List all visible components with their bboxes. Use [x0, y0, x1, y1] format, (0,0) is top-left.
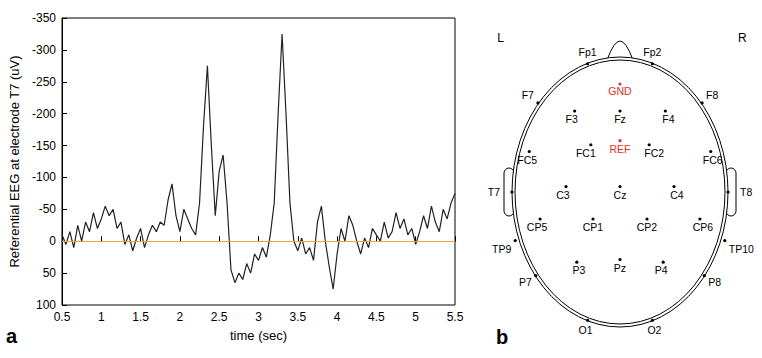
svg-text:-200: -200 — [32, 107, 56, 121]
svg-text:P4: P4 — [655, 264, 668, 276]
svg-text:O2: O2 — [647, 324, 661, 336]
svg-text:P3: P3 — [572, 264, 585, 276]
svg-text:2: 2 — [177, 310, 184, 324]
svg-text:F8: F8 — [706, 89, 718, 101]
svg-text:FC1: FC1 — [576, 147, 596, 159]
svg-text:TP9: TP9 — [492, 243, 511, 255]
svg-text:CP6: CP6 — [693, 221, 714, 233]
svg-text:-350: -350 — [32, 11, 56, 25]
svg-text:5.5: 5.5 — [447, 310, 464, 324]
svg-text:CP1: CP1 — [583, 221, 604, 233]
svg-text:CP5: CP5 — [527, 221, 548, 233]
svg-text:time (sec): time (sec) — [230, 328, 287, 343]
svg-text:3: 3 — [255, 310, 262, 324]
svg-text:F3: F3 — [566, 113, 578, 125]
svg-text:100: 100 — [36, 298, 56, 312]
svg-text:Fp2: Fp2 — [643, 46, 661, 58]
svg-text:F7: F7 — [522, 89, 534, 101]
svg-text:O1: O1 — [579, 324, 593, 336]
svg-text:FC6: FC6 — [703, 154, 723, 166]
svg-text:1.5: 1.5 — [132, 310, 149, 324]
svg-text:Pz: Pz — [614, 262, 626, 274]
svg-text:1: 1 — [98, 310, 105, 324]
svg-text:FC5: FC5 — [517, 154, 537, 166]
svg-text:a: a — [6, 325, 18, 347]
svg-text:T8: T8 — [740, 186, 752, 198]
svg-text:-100: -100 — [32, 170, 56, 184]
svg-text:50: 50 — [43, 266, 57, 280]
svg-text:2.5: 2.5 — [211, 310, 228, 324]
svg-text:Fz: Fz — [614, 113, 626, 125]
svg-text:Referential EEG at electrode T: Referential EEG at electrode T7 (uV) — [7, 55, 22, 267]
svg-text:Cz: Cz — [614, 189, 627, 201]
svg-text:P7: P7 — [519, 276, 532, 288]
svg-text:FC2: FC2 — [644, 147, 664, 159]
svg-text:P8: P8 — [708, 276, 721, 288]
svg-text:0.5: 0.5 — [54, 310, 71, 324]
svg-text:C3: C3 — [556, 189, 570, 201]
svg-text:C4: C4 — [670, 189, 684, 201]
svg-text:F4: F4 — [662, 113, 674, 125]
svg-text:T7: T7 — [488, 186, 500, 198]
svg-text:4.5: 4.5 — [368, 310, 385, 324]
svg-text:5: 5 — [412, 310, 419, 324]
svg-text:4: 4 — [334, 310, 341, 324]
svg-text:b: b — [496, 326, 508, 348]
svg-text:-250: -250 — [32, 75, 56, 89]
svg-text:CP2: CP2 — [637, 221, 658, 233]
svg-text:0: 0 — [49, 234, 56, 248]
svg-text:3.5: 3.5 — [289, 310, 306, 324]
svg-text:REF: REF — [610, 143, 631, 155]
svg-text:-50: -50 — [39, 202, 57, 216]
svg-text:R: R — [738, 31, 747, 45]
svg-text:TP10: TP10 — [729, 243, 754, 255]
svg-text:-150: -150 — [32, 139, 56, 153]
svg-text:Fp1: Fp1 — [579, 46, 597, 58]
svg-text:GND: GND — [608, 85, 632, 97]
svg-text:L: L — [497, 31, 504, 45]
svg-text:-300: -300 — [32, 43, 56, 57]
